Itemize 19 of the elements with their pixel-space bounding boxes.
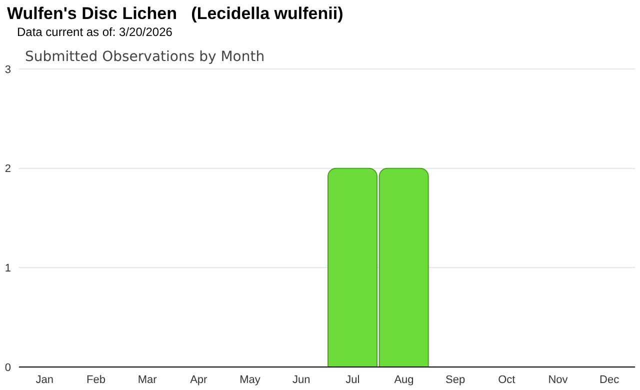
- y-tick-label: 3: [4, 64, 11, 76]
- x-tick-label: Aug: [394, 374, 414, 386]
- text: Submitted Observations by Month: [25, 49, 265, 65]
- x-tick-label: Apr: [190, 374, 208, 386]
- chart-title: Wulfen's Disc Lichen (Lecidella wulfenii): [7, 4, 344, 24]
- x-tick-label: Jun: [292, 374, 310, 386]
- x-tick-label: Jan: [36, 374, 54, 386]
- x-tick-label: Dec: [600, 374, 620, 386]
- x-tick-label: Jul: [346, 374, 360, 386]
- x-tick-label: Sep: [446, 374, 466, 386]
- x-tick-label: Nov: [548, 374, 568, 386]
- y-tick-label: 0: [4, 362, 11, 374]
- x-tick-label: Mar: [138, 374, 158, 386]
- x-tick-label: Feb: [86, 374, 106, 386]
- chart-subtitle: Data current as of: 3/20/2026: [17, 25, 172, 39]
- x-tick-label: Oct: [498, 374, 516, 386]
- y-tick-label: 2: [4, 163, 11, 176]
- x-tick-label: May: [240, 374, 261, 386]
- y-tick-label: 1: [4, 262, 11, 275]
